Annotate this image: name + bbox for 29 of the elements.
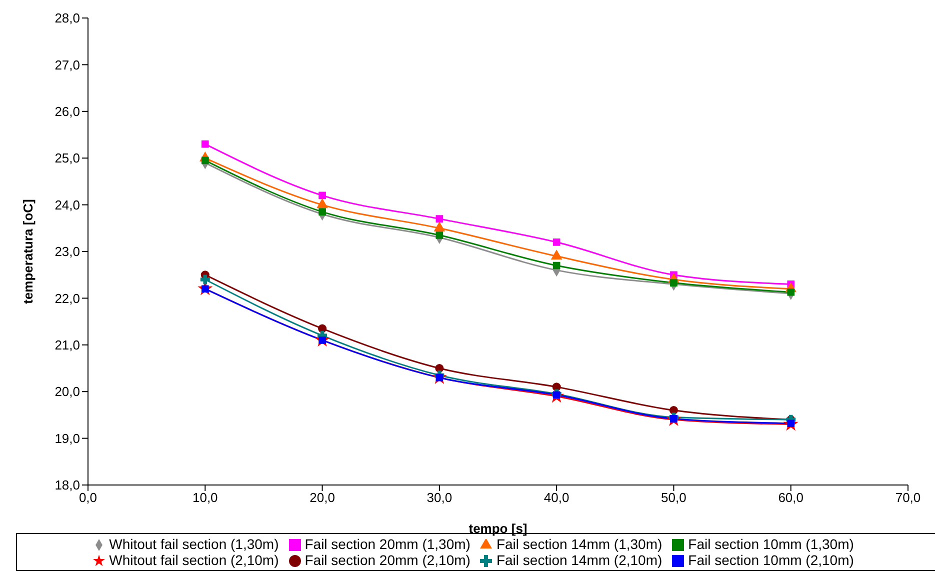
x-tick-label: 60,0 — [778, 490, 804, 506]
y-tick-label: 23,0 — [54, 244, 80, 260]
legend-label: Fail section 10mm (2,10m) — [688, 552, 854, 568]
legend-label: Fail section 14mm (2,10m) — [496, 552, 662, 568]
legend-label: Whitout fail section (2,10m) — [109, 552, 279, 568]
x-tick-label: 30,0 — [426, 490, 452, 506]
y-tick-label: 18,0 — [54, 478, 80, 493]
legend-label: Whitout fail section (1,30m) — [109, 536, 279, 552]
legend-label: Fail section 10mm (1,30m) — [688, 536, 854, 552]
y-tick-label: 20,0 — [54, 384, 80, 400]
y-tick-label: 22,0 — [54, 290, 80, 306]
legend-label: Fail section 20mm (2,10m) — [304, 552, 470, 568]
x-tick-label: 20,0 — [310, 490, 335, 506]
y-tick-label: 24,0 — [54, 197, 80, 212]
y-axis-title: temperatura [oC] — [20, 199, 36, 304]
y-tick-label: 27,0 — [54, 57, 80, 72]
y-tick-label: 19,0 — [54, 430, 80, 446]
y-tick-label: 26,0 — [54, 104, 80, 120]
y-tick-label: 28,0 — [54, 10, 80, 26]
x-axis-title: tempo [s] — [468, 521, 528, 536]
legend-label: Fail section 14mm (1,30m) — [496, 536, 662, 552]
x-tick-label: 50,0 — [661, 490, 686, 506]
x-tick-label: 10,0 — [192, 490, 218, 506]
x-tick-label: 70,0 — [895, 490, 921, 506]
legend-label: Fail section 20mm (1,30m) — [304, 536, 470, 552]
y-tick-label: 25,0 — [54, 150, 80, 166]
x-tick-label: 40,0 — [544, 490, 570, 506]
y-tick-label: 21,0 — [54, 338, 80, 353]
x-tick-label: 0,0 — [78, 490, 98, 506]
